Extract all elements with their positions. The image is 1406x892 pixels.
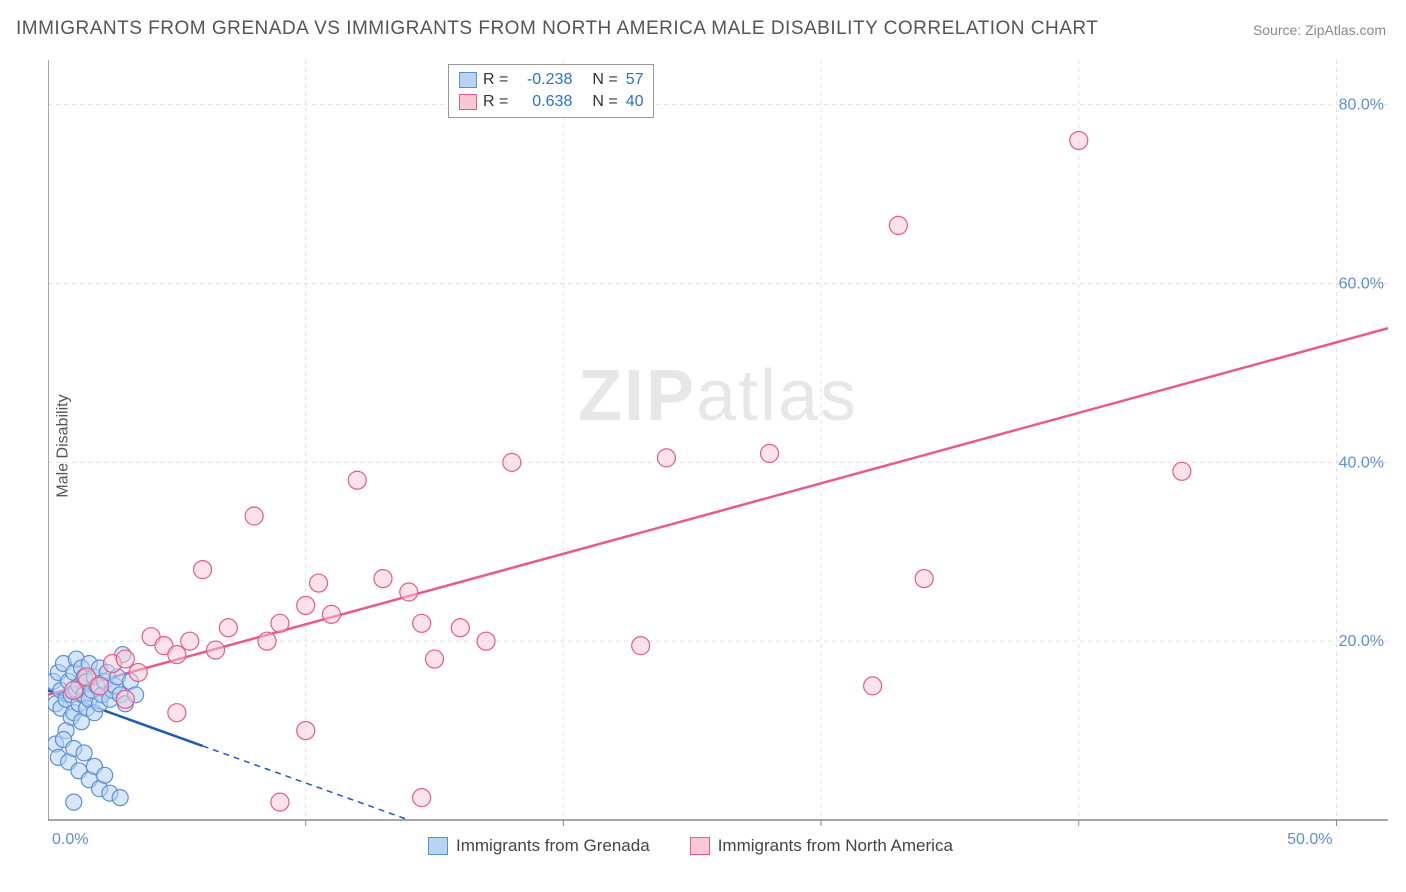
legend-swatch xyxy=(690,837,710,855)
svg-text:80.0%: 80.0% xyxy=(1339,97,1384,114)
legend-swatch xyxy=(459,72,477,88)
bottom-legend-item: Immigrants from Grenada xyxy=(428,836,650,856)
scatter-plot: 20.0% 40.0% 60.0% 80.0% 0.0% 50.0% xyxy=(48,60,1388,860)
legend-r-value: 0.638 xyxy=(516,91,572,113)
legend-n-label: N = xyxy=(592,91,617,113)
legend-r-label: R = xyxy=(483,91,508,113)
correlation-legend: R = -0.238 N = 57 R = 0.638 N = 40 xyxy=(448,64,654,118)
chart-title: IMMIGRANTS FROM GRENADA VS IMMIGRANTS FR… xyxy=(16,18,1098,40)
bottom-legend-item: Immigrants from North America xyxy=(690,836,953,856)
legend-r-value: -0.238 xyxy=(516,69,572,91)
legend-n-value: 40 xyxy=(626,91,644,113)
legend-swatch xyxy=(459,94,477,110)
svg-text:50.0%: 50.0% xyxy=(1287,831,1332,848)
svg-text:60.0%: 60.0% xyxy=(1339,276,1384,293)
legend-label: Immigrants from North America xyxy=(718,836,953,856)
series-legend: Immigrants from Grenada Immigrants from N… xyxy=(428,836,953,856)
svg-text:0.0%: 0.0% xyxy=(52,831,88,848)
legend-n-value: 57 xyxy=(626,69,644,91)
legend-swatch xyxy=(428,837,448,855)
legend-r-label: R = xyxy=(483,69,508,91)
svg-text:20.0%: 20.0% xyxy=(1339,633,1384,650)
source-label: Source: xyxy=(1253,22,1301,38)
legend-row: R = -0.238 N = 57 xyxy=(459,69,643,91)
source-attribution: Source: ZipAtlas.com xyxy=(1253,22,1386,38)
svg-text:40.0%: 40.0% xyxy=(1339,454,1384,471)
legend-row: R = 0.638 N = 40 xyxy=(459,91,643,113)
legend-label: Immigrants from Grenada xyxy=(456,836,650,856)
legend-n-label: N = xyxy=(592,69,617,91)
source-link[interactable]: ZipAtlas.com xyxy=(1305,22,1386,38)
chart-area: 20.0%40.0%60.0%80.0%0.0%50.0% ZIPatlas R… xyxy=(48,60,1388,860)
